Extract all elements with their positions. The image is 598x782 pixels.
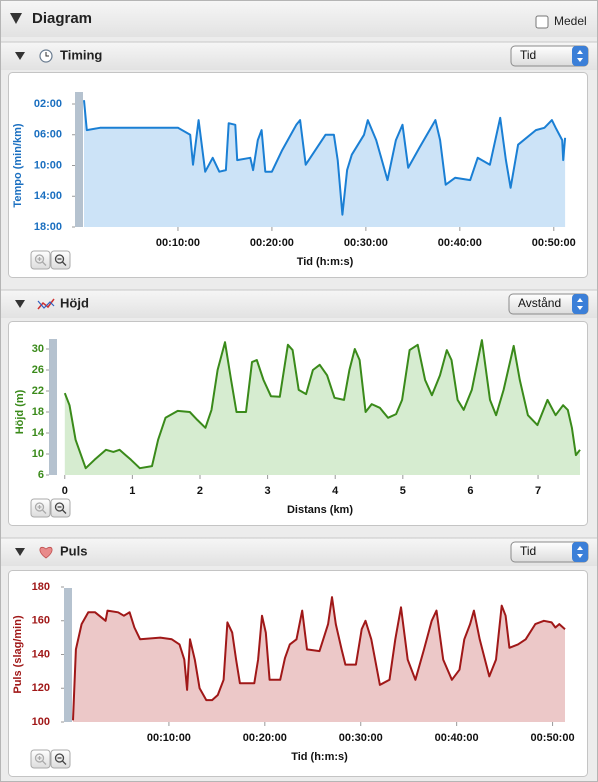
collapse-triangle[interactable] xyxy=(10,13,22,24)
y-tick-label: 180 xyxy=(32,581,50,593)
x-tick-label: 00:10:00 xyxy=(156,237,200,249)
section-header xyxy=(1,42,597,70)
x-tick-label: 3 xyxy=(265,485,271,497)
dropdown-arrow-box[interactable] xyxy=(572,542,588,562)
y-tick-label: 140 xyxy=(32,648,50,660)
y-tick-label: 02:00 xyxy=(34,98,62,110)
zoom-handle xyxy=(37,257,47,266)
dropdown-arrows xyxy=(577,50,583,62)
scroll-strip xyxy=(75,92,83,227)
zoom-glass xyxy=(54,753,65,763)
x-tick-label: 7 xyxy=(535,485,541,497)
y-tick-label: 6 xyxy=(38,469,44,481)
zoom-out[interactable] xyxy=(50,749,71,769)
heart-icon xyxy=(39,546,53,559)
x-tick-label: 00:50:00 xyxy=(532,237,576,249)
x-tick-label: 5 xyxy=(400,485,406,497)
section-title: Timing xyxy=(60,47,102,62)
y-tick-label: 22 xyxy=(32,385,44,397)
y-tick-label: 100 xyxy=(32,716,50,728)
zoom-handle xyxy=(37,756,47,765)
x-tick-label: 2 xyxy=(197,485,203,497)
x-tick-label: 6 xyxy=(467,485,473,497)
dropdown-arrow-box[interactable] xyxy=(572,46,588,66)
y-axis-label: Puls (slag/min) xyxy=(12,615,24,694)
collapse-triangle[interactable] xyxy=(15,300,25,308)
y-tick-label: 06:00 xyxy=(34,129,62,141)
zoom-glass xyxy=(34,502,45,512)
dropdown-label[interactable]: Tid xyxy=(520,48,536,62)
main-header xyxy=(1,1,597,37)
x-tick-label: 00:40:00 xyxy=(435,732,479,744)
x-axis-label: Distans (km) xyxy=(287,504,353,516)
zoom-handle xyxy=(57,506,67,514)
scroll-strip xyxy=(49,339,57,475)
section-header xyxy=(1,290,597,318)
y-tick-label: 14 xyxy=(32,427,45,439)
x-tick-label: 00:30:00 xyxy=(339,732,383,744)
x-tick-label: 00:50:00 xyxy=(531,732,575,744)
area-fill xyxy=(64,340,581,475)
main-title: Diagram xyxy=(32,10,92,27)
zoom-out[interactable] xyxy=(50,250,71,270)
y-tick-label: 120 xyxy=(32,682,50,694)
checkbox[interactable] xyxy=(535,15,549,29)
y-tick-label: 14:00 xyxy=(34,190,62,202)
zoom-glass xyxy=(54,502,65,512)
y-tick-label: 160 xyxy=(32,615,50,627)
line xyxy=(83,100,567,216)
area-fill xyxy=(84,100,566,227)
y-tick-label: 18:00 xyxy=(34,221,62,233)
x-tick-label: 00:20:00 xyxy=(243,732,287,744)
zoom-glass xyxy=(54,254,65,264)
y-tick-label: 18 xyxy=(32,406,44,418)
dropdown-arrow-box[interactable] xyxy=(572,294,588,314)
x-tick-label: 00:30:00 xyxy=(344,237,388,249)
x-tick-label: 00:40:00 xyxy=(438,237,482,249)
zoom-handle xyxy=(37,505,47,514)
checkbox-label[interactable]: Medel xyxy=(554,14,587,28)
y-tick-label: 10 xyxy=(32,448,44,460)
x-tick-label: 0 xyxy=(62,485,68,497)
zoom-out[interactable] xyxy=(50,498,71,518)
zoom-in[interactable] xyxy=(30,250,51,270)
y-tick-label: 10:00 xyxy=(34,159,62,171)
section-header xyxy=(1,538,597,566)
zoom-handle xyxy=(57,258,67,266)
line xyxy=(63,339,581,470)
x-tick-label: 4 xyxy=(332,485,339,497)
y-tick-label: 26 xyxy=(32,364,44,376)
clock-hands xyxy=(45,52,49,57)
dropdown-arrows xyxy=(577,298,583,310)
zoom-glass xyxy=(34,254,45,264)
zoom-handle xyxy=(57,757,67,765)
section-title: Höjd xyxy=(60,295,89,310)
dropdown-label[interactable]: Tid xyxy=(520,544,536,558)
x-axis-label: Tid (h:m:s) xyxy=(297,256,354,268)
collapse-triangle[interactable] xyxy=(15,548,25,556)
dropdown-arrows xyxy=(577,546,583,558)
area-fill xyxy=(73,597,565,722)
collapse-triangle[interactable] xyxy=(15,52,25,60)
section-title: Puls xyxy=(60,543,87,558)
x-tick-label: 1 xyxy=(129,485,135,497)
x-axis-label: Tid (h:m:s) xyxy=(291,751,348,763)
y-axis-label: Tempo (min/km) xyxy=(12,123,24,207)
zoom-in[interactable] xyxy=(30,498,51,518)
x-tick-label: 00:10:00 xyxy=(147,732,191,744)
graph-icon-2 xyxy=(37,300,55,309)
zoom-glass xyxy=(34,753,45,763)
dropdown-label[interactable]: Avstånd xyxy=(518,296,561,310)
x-tick-label: 00:20:00 xyxy=(250,237,294,249)
y-axis-label: Höjd (m) xyxy=(14,389,26,434)
zoom-in[interactable] xyxy=(30,749,51,769)
scroll-strip xyxy=(64,588,72,722)
y-tick-label: 30 xyxy=(32,343,44,355)
line xyxy=(72,596,566,721)
